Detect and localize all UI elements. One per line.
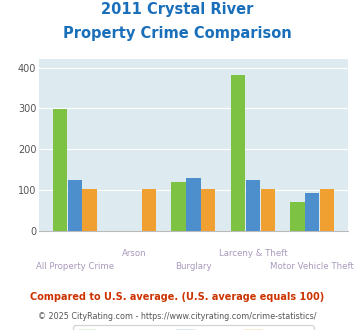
Legend: Crystal River, Florida, National: Crystal River, Florida, National: [73, 325, 313, 330]
Text: Arson: Arson: [122, 249, 146, 258]
Text: 2011 Crystal River: 2011 Crystal River: [101, 2, 254, 16]
Text: Compared to U.S. average. (U.S. average equals 100): Compared to U.S. average. (U.S. average …: [31, 292, 324, 302]
Bar: [53, 109, 67, 231]
Text: © 2025 CityRating.com - https://www.cityrating.com/crime-statistics/: © 2025 CityRating.com - https://www.city…: [38, 312, 317, 321]
Text: All Property Crime: All Property Crime: [36, 262, 114, 271]
Bar: [201, 189, 215, 231]
Bar: [305, 193, 320, 231]
Bar: [171, 182, 186, 231]
Bar: [231, 75, 245, 231]
Text: Motor Vehicle Theft: Motor Vehicle Theft: [270, 262, 354, 271]
Bar: [67, 180, 82, 231]
Bar: [82, 189, 97, 231]
Bar: [290, 202, 305, 231]
Text: Burglary: Burglary: [175, 262, 212, 271]
Text: Larceny & Theft: Larceny & Theft: [219, 249, 287, 258]
Bar: [186, 178, 201, 231]
Bar: [261, 189, 275, 231]
Bar: [142, 189, 156, 231]
Bar: [320, 189, 334, 231]
Bar: [246, 180, 260, 231]
Text: Property Crime Comparison: Property Crime Comparison: [63, 26, 292, 41]
